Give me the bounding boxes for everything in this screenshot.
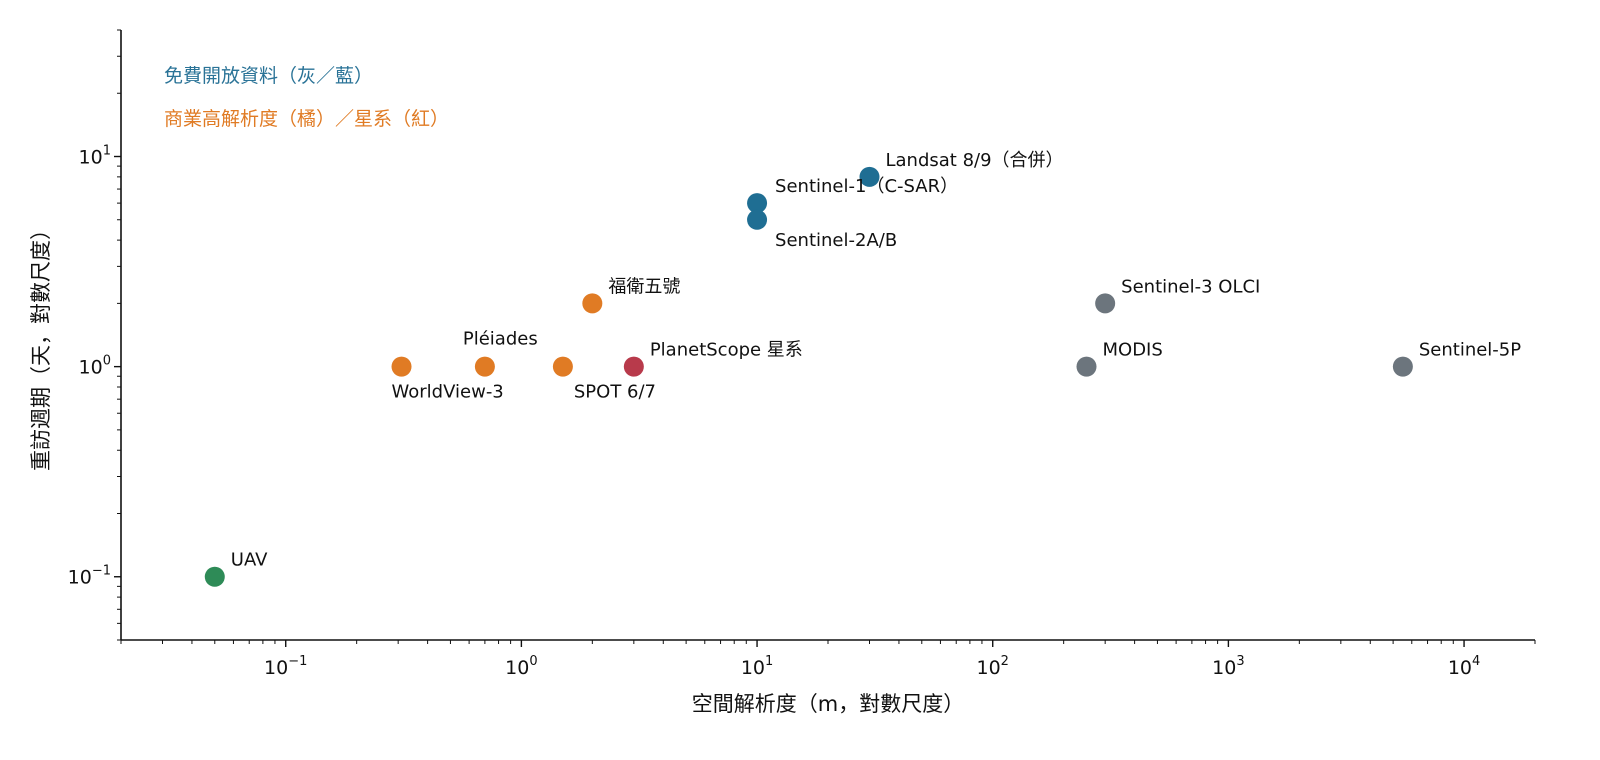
legend-entry: 免費開放資料（灰／藍）	[164, 65, 373, 87]
x-tick-label: 10−1	[264, 654, 307, 679]
point-sentinel-2a-b-7	[747, 209, 768, 230]
point-sentinel-5p-11	[1392, 356, 1413, 377]
point-label: Sentinel-5P	[1419, 340, 1521, 361]
point-spot-6-7-3	[552, 356, 573, 377]
x-tick-label: 101	[741, 654, 773, 679]
point-sentinel-1-c-sar-6	[747, 193, 768, 214]
tick-labels: 10−1 100 101 102 103 104 10−1 100 101	[68, 144, 1481, 679]
point-worldview-3-1	[391, 356, 412, 377]
point-planetscope-5	[623, 356, 644, 377]
x-axis-title: 空間解析度（m，對數尺度）	[692, 692, 964, 716]
point-label: PlanetScope 星系	[650, 340, 803, 361]
point-modis-9	[1076, 356, 1097, 377]
point-label: Pléiades	[463, 329, 538, 350]
data-points	[204, 166, 1413, 587]
point-label: 福衛五號	[608, 276, 680, 297]
point-uav-0	[204, 566, 225, 587]
point-label: SPOT 6/7	[574, 382, 656, 403]
point-label: Sentinel-3 OLCI	[1121, 276, 1260, 297]
point-pl-iades-2	[474, 356, 495, 377]
x-tick-label: 103	[1212, 654, 1244, 679]
point-point-4	[582, 293, 603, 314]
x-tick-label: 100	[505, 654, 537, 679]
axes	[120, 30, 1535, 641]
data-point-labels: UAV WorldView-3 Pléiades SPOT 6/7 福衛五號 Planet…	[231, 150, 1521, 571]
legend: 免費開放資料（灰／藍） 商業高解析度（橘）／星系（紅）	[164, 65, 449, 130]
point-label: WorldView-3	[392, 382, 504, 403]
major-ticks	[114, 155, 1465, 647]
x-tick-label: 104	[1448, 654, 1480, 679]
point-label: Landsat 8/9（合併）	[885, 150, 1063, 171]
y-axis-title: 重訪週期（天，對數尺度）	[29, 219, 53, 471]
point-label: Sentinel-1（C-SAR）	[775, 176, 958, 197]
point-label: UAV	[231, 550, 268, 571]
point-label: Sentinel-2A/B	[775, 230, 897, 251]
x-tick-label: 102	[976, 654, 1008, 679]
y-tick-label: 10−1	[68, 564, 111, 589]
y-tick-label: 100	[79, 354, 111, 379]
legend-entry: 商業高解析度（橘）／星系（紅）	[164, 108, 449, 130]
point-sentinel-3-olci-10	[1095, 293, 1116, 314]
point-label: MODIS	[1103, 340, 1163, 361]
y-tick-label: 101	[79, 144, 111, 169]
point-landsat-8-9-8	[859, 166, 880, 187]
